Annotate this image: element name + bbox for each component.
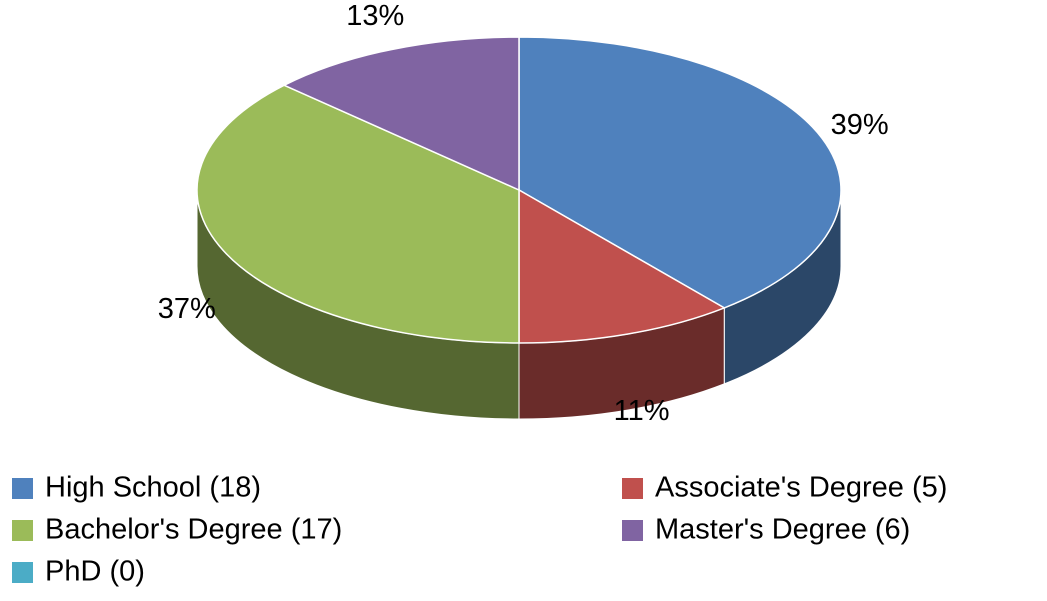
legend-label: Master's Degree (6)	[655, 514, 910, 546]
legend-label: PhD (0)	[45, 556, 145, 588]
legend-swatch	[622, 478, 643, 499]
legend-swatch	[12, 520, 33, 541]
slice	[282, 36, 520, 192]
legend-swatch	[12, 562, 33, 583]
slice	[518, 188, 726, 344]
data-label: 37%	[158, 293, 216, 325]
legend-label: High School (18)	[45, 472, 261, 504]
data-label: 39%	[831, 109, 889, 141]
legend-label: Associate's Degree (5)	[655, 472, 947, 504]
data-label: 13%	[346, 0, 404, 32]
slice	[196, 84, 520, 344]
legend-swatch	[622, 520, 643, 541]
data-label: 11%	[614, 395, 670, 427]
legend-label: Bachelor's Degree (17)	[45, 514, 342, 546]
slice	[518, 36, 842, 309]
legend-swatch	[12, 478, 33, 499]
